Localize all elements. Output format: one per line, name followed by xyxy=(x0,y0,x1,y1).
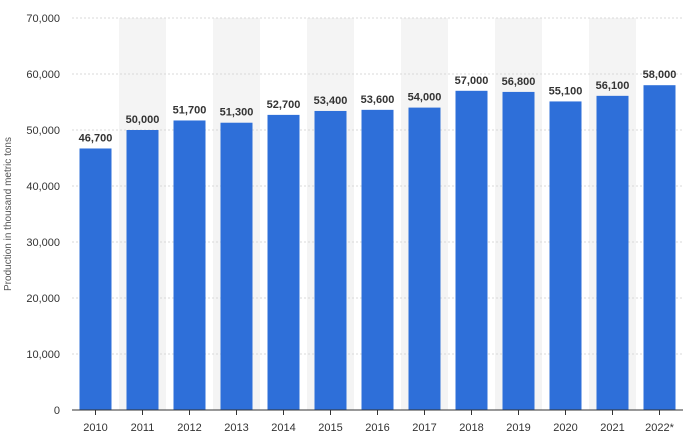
x-tick-label: 2014 xyxy=(271,422,295,434)
x-axis: 2010 2011 2012 2013 2014 2015 2016 2017 2018 2019… xyxy=(72,409,683,434)
data-label: 53,600 xyxy=(361,94,395,106)
bar[interactable] xyxy=(361,109,394,410)
bar[interactable] xyxy=(79,148,112,411)
data-label: 53,400 xyxy=(314,95,348,107)
data-label: 55,100 xyxy=(549,85,583,97)
x-tick-label: 2017 xyxy=(412,422,436,434)
bars xyxy=(79,85,676,411)
bar[interactable] xyxy=(173,120,206,410)
y-tick-label: 0 xyxy=(54,405,60,417)
data-label: 51,300 xyxy=(220,107,254,119)
y-tick-label: 10,000 xyxy=(26,349,60,361)
y-axis: 0 10,000 20,000 30,000 40,000 50,000 60,000 70,… xyxy=(26,13,60,417)
y-tick-label: 20,000 xyxy=(26,293,60,305)
bar[interactable] xyxy=(220,122,253,410)
x-tick-label: 2015 xyxy=(318,422,342,434)
data-label: 58,000 xyxy=(643,69,677,81)
data-label: 51,700 xyxy=(173,104,207,116)
data-label: 57,000 xyxy=(455,75,489,87)
x-tick-label: 2016 xyxy=(365,422,389,434)
x-tick-label: 2012 xyxy=(177,422,201,434)
x-tick-label: 2019 xyxy=(506,422,530,434)
data-label: 56,800 xyxy=(502,76,536,88)
y-tick-label: 40,000 xyxy=(26,181,60,193)
bar[interactable] xyxy=(643,85,676,410)
bar[interactable] xyxy=(596,95,629,410)
bar[interactable] xyxy=(408,107,441,410)
x-tick-label: 2020 xyxy=(553,422,577,434)
data-label: 52,700 xyxy=(267,99,301,111)
data-labels: 46,700 50,000 51,700 51,300 52,700 53,400 53,6… xyxy=(79,69,677,144)
y-axis-title: Production in thousand metric tons xyxy=(3,137,14,291)
y-tick-label: 70,000 xyxy=(26,13,60,25)
y-tick-label: 60,000 xyxy=(26,69,60,81)
bar[interactable] xyxy=(455,90,488,411)
bar[interactable] xyxy=(126,130,159,410)
bar[interactable] xyxy=(502,91,535,411)
x-tick-label: 2013 xyxy=(224,422,248,434)
bar[interactable] xyxy=(267,114,300,410)
bar[interactable] xyxy=(314,110,347,411)
data-label: 46,700 xyxy=(79,132,113,144)
y-tick-label: 50,000 xyxy=(26,125,60,137)
x-tick-label: 2010 xyxy=(83,422,107,434)
data-label: 56,100 xyxy=(596,80,630,92)
data-label: 50,000 xyxy=(126,114,160,126)
y-tick-label: 30,000 xyxy=(26,237,60,249)
bar[interactable] xyxy=(549,101,582,410)
x-tick-label: 2011 xyxy=(131,422,155,434)
x-tick-label: 2022* xyxy=(645,422,674,434)
x-tick-label: 2018 xyxy=(459,422,483,434)
x-tick-label: 2021 xyxy=(600,422,624,434)
data-label: 54,000 xyxy=(408,92,442,104)
